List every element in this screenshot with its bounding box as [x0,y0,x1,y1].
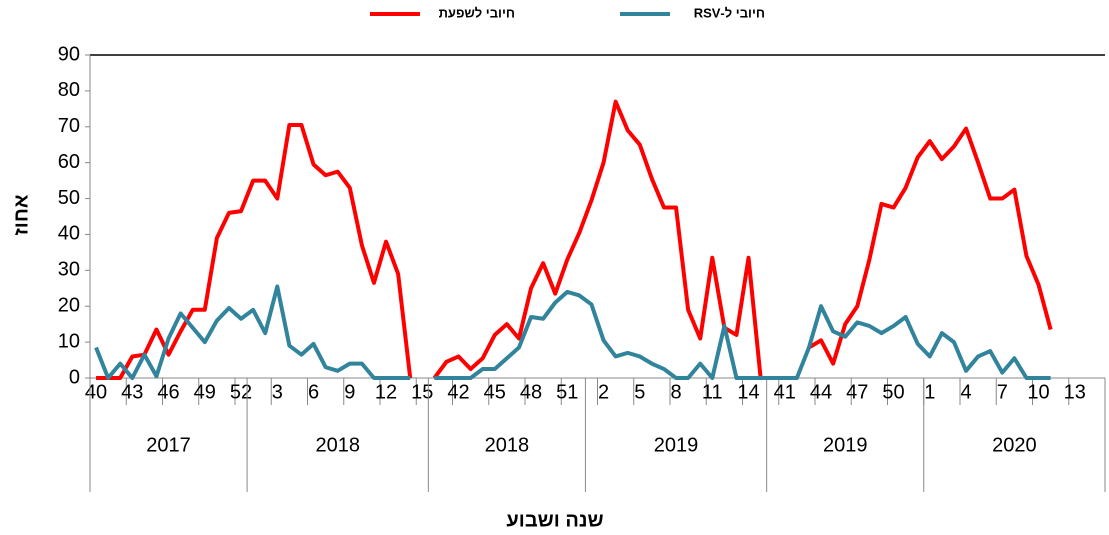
x-tick-label: 10 [1027,381,1049,403]
x-tick-label: 48 [520,381,542,403]
legend-label: חיובי ל-RSV [694,5,765,20]
y-tick-label: 50 [58,187,80,209]
x-group-label: 2019 [823,434,868,456]
x-tick-label: 5 [634,381,645,403]
x-tick-label: 1 [924,381,935,403]
x-tick-label: 44 [810,381,832,403]
y-tick-label: 40 [58,223,80,245]
x-tick-label: 12 [375,381,397,403]
x-tick-label: 8 [670,381,681,403]
x-tick-label: 43 [121,381,143,403]
y-tick-label: 0 [69,366,80,388]
x-group-label: 2017 [146,434,191,456]
x-tick-label: 51 [556,381,578,403]
x-tick-label: 40 [85,381,107,403]
x-group-label: 2019 [654,434,699,456]
y-tick-label: 60 [58,151,80,173]
y-tick-label: 90 [58,43,80,65]
x-tick-label: 4 [960,381,971,403]
legend-label: חיובי לשפעת [439,5,515,20]
x-tick-label: 49 [194,381,216,403]
x-tick-label: 46 [157,381,179,403]
series-line [96,99,1053,380]
x-axis-title: שנה ושבוע [506,509,603,531]
series-line [94,284,1051,380]
x-tick-label: 3 [272,381,283,403]
y-tick-label: 30 [58,259,80,281]
x-tick-label: 50 [882,381,904,403]
y-tick-label: 80 [58,79,80,101]
x-tick-label: 52 [230,381,252,403]
x-tick-label: 13 [1064,381,1086,403]
x-tick-label: 15 [411,381,433,403]
y-tick-label: 20 [58,295,80,317]
y-tick-label: 10 [58,330,80,352]
x-tick-label: 11 [702,381,723,403]
x-tick-label: 42 [447,381,469,403]
x-tick-label: 2 [598,381,609,403]
x-tick-label: 9 [344,381,355,403]
x-tick-label: 7 [997,381,1008,403]
x-group-label: 2018 [315,434,360,456]
y-axis-title: אחוז [10,194,32,235]
x-tick-label: 47 [846,381,868,403]
x-group-label: 2020 [992,434,1037,456]
x-tick-label: 14 [737,381,759,403]
x-tick-label: 6 [308,381,319,403]
x-tick-label: 45 [484,381,506,403]
y-tick-label: 70 [58,115,80,137]
x-tick-label: 41 [774,381,796,403]
x-group-label: 2018 [485,434,530,456]
